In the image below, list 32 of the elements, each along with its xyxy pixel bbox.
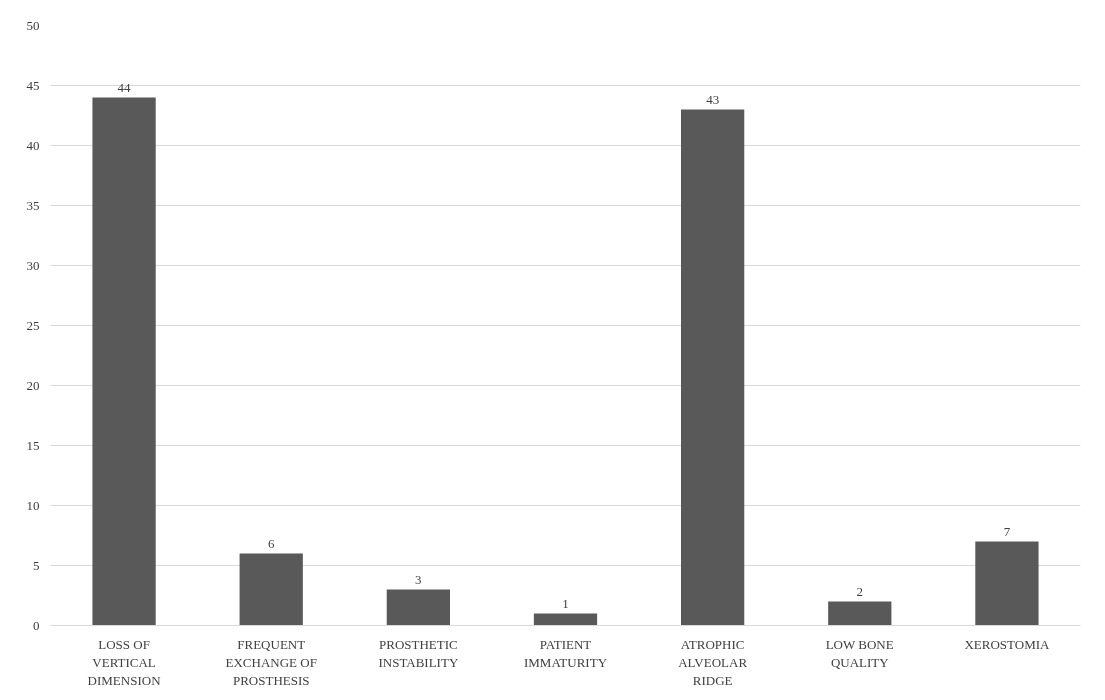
data-label: 3 — [415, 571, 422, 587]
data-label: 1 — [562, 595, 569, 611]
bar — [239, 553, 303, 626]
bar — [975, 541, 1039, 626]
x-tick-label: PROSTHETIC INSTABILITY — [378, 636, 459, 670]
y-tick-label: 10 — [26, 497, 40, 513]
x-tick-label: XEROSTOMIA — [964, 636, 1051, 652]
data-label: 44 — [117, 79, 132, 95]
x-tick-label: LOW BONE QUALITY — [825, 636, 894, 670]
y-tick-label: 35 — [26, 197, 40, 213]
data-label: 6 — [267, 535, 275, 551]
bar — [681, 109, 745, 626]
data-label: 7 — [1003, 523, 1011, 539]
bar — [828, 601, 892, 626]
y-tick-label: 50 — [26, 17, 40, 33]
y-tick-label: 5 — [33, 557, 40, 573]
data-label: 2 — [856, 583, 864, 599]
y-tick-label: 0 — [33, 617, 40, 633]
x-tick-label: FREQUENT EXCHANGE OF PROSTHESIS — [225, 636, 317, 688]
bar — [386, 589, 450, 626]
x-tick-label: LOSS OF VERTICAL DIMENSION — [87, 636, 162, 688]
x-tick-label: ATROPHIC ALVEOLAR RIDGE — [678, 636, 748, 688]
y-tick-label: 15 — [26, 437, 40, 453]
y-tick-label: 25 — [26, 317, 40, 333]
y-tick-label: 20 — [26, 377, 40, 393]
y-tick-label: 45 — [26, 77, 40, 93]
y-tick-label: 30 — [26, 257, 40, 273]
x-tick-label: PATIENT IMMATURITY — [523, 636, 608, 670]
bar — [92, 97, 156, 626]
bar — [533, 613, 598, 626]
y-tick-label: 40 — [26, 137, 40, 153]
data-label: 43 — [706, 91, 720, 107]
